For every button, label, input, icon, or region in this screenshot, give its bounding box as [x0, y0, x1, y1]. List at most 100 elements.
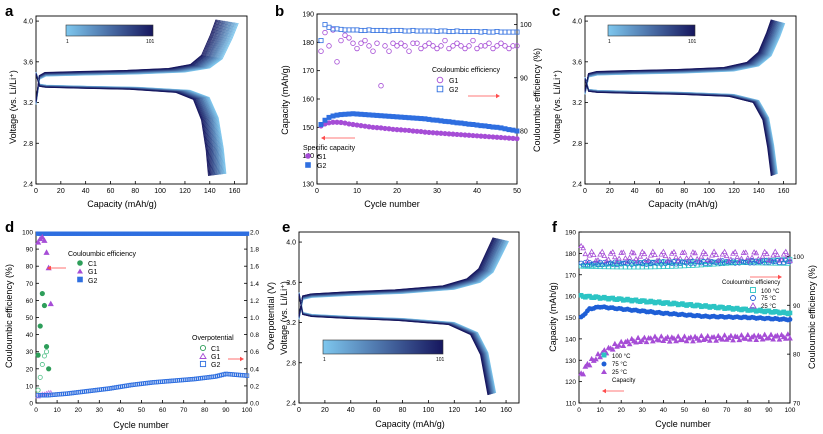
ce-g2-point: [398, 27, 404, 33]
capacity-g2-point: [474, 122, 480, 128]
ce-g1-point: [498, 40, 504, 46]
y-tick-label: 140: [565, 336, 576, 343]
capacity-g2-point: [334, 112, 340, 118]
arrow-left-head-b: [321, 135, 325, 141]
capacity-25-point: [696, 337, 703, 343]
capacity-25-point: [704, 333, 711, 339]
colorbar-c: 1 101: [607, 24, 697, 45]
capacity-g2-point: [462, 121, 468, 127]
ce-25-point: [671, 248, 677, 255]
op-c1-point: [35, 387, 41, 393]
ce-25-point: [698, 253, 705, 259]
ce-g2-point: [370, 27, 376, 33]
ce-g2-point: [470, 29, 476, 35]
colorbar-max-label: 101: [688, 39, 697, 45]
ce-g1-point: [490, 45, 496, 52]
voltage-curve: [298, 237, 495, 317]
ce-c1-point: [39, 290, 45, 297]
ce-25-point: [749, 254, 755, 260]
x-tick-label: 20: [618, 407, 626, 414]
axes-c: 0 20 40 60 80 100 120 140 160 2.4 2.8 3.2 3.6 4.0: [572, 15, 797, 195]
ce-25-point: [630, 250, 637, 256]
ce-25-point: [597, 251, 603, 257]
legend-op-g1-label: G1: [211, 354, 220, 361]
capacity-g2-point: [510, 127, 516, 133]
y-right-tick-label: 0.2: [250, 383, 259, 390]
legend-op-title-d: Overpotential: [192, 335, 234, 342]
ce-25-point: [662, 252, 669, 259]
voltage-curve: [298, 294, 489, 396]
x-tick-label: 100: [154, 188, 166, 195]
x-tick-label: 60: [656, 188, 664, 195]
ce-g1-point: [462, 45, 468, 52]
capacity-g2-point: [362, 112, 368, 118]
ce-g1-point: [466, 43, 472, 49]
x-tick-label: 50: [513, 188, 521, 195]
y-tick-label: 170: [565, 272, 576, 279]
capacity-25-point: [768, 331, 774, 337]
ce-g2-point: [402, 28, 408, 34]
x-axis-label-c: Capacity (mAh/g): [648, 199, 718, 209]
ce-g2-point: [350, 27, 356, 33]
legend-ce-g1-label: G1: [88, 269, 97, 276]
ce-g1-point: [350, 40, 356, 46]
legend-cap-g1-label: G1: [317, 154, 326, 161]
capacity-25-point: [664, 334, 671, 340]
capacity-25-point: [597, 354, 603, 360]
op-c1-point: [37, 374, 43, 380]
ce-g2-point: [342, 27, 348, 33]
y-tick-label: 3.6: [23, 59, 33, 66]
capacity-25-point: [766, 334, 772, 341]
ce-g1-point: [486, 40, 492, 46]
y-tick-label: 2.8: [23, 141, 33, 148]
ce-25-point: [666, 256, 673, 262]
ce-g1-point: [450, 43, 456, 49]
ce-g2-point: [506, 29, 512, 35]
x-tick-label: 40: [117, 407, 125, 414]
y-axis-label-a: Voltage (vs. Li/Li⁺): [8, 70, 18, 144]
ce-g1-point: [370, 48, 376, 54]
ce-100-point: [644, 264, 649, 270]
capacity-25-point: [774, 332, 781, 338]
capacity-25-point: [751, 332, 758, 338]
legend-op-d: Overpotential C1 G1 G2: [192, 335, 244, 369]
capacity-25-point: [641, 334, 648, 340]
capacity-g2-point: [394, 114, 400, 120]
capacity-25-point: [713, 337, 720, 343]
capacity-75-point: [787, 317, 793, 322]
ce-c1-point: [46, 366, 52, 372]
ce-g2-point: [514, 29, 520, 35]
x-tick-label: 30: [639, 407, 647, 414]
ce-25-point: [744, 254, 751, 261]
ce-g2-point: [362, 27, 368, 33]
ce-25-point: [611, 253, 618, 260]
panel-label-f: f: [552, 219, 558, 236]
y-tick-label: 30: [26, 349, 34, 356]
x-axis-label-b: Cycle number: [364, 199, 420, 209]
ce-g1-point: [43, 249, 50, 255]
legend-cap-25-label: 25 °C: [612, 370, 628, 376]
y-tick-label: 2.8: [572, 141, 582, 148]
x-tick-label: 20: [321, 407, 329, 414]
y-tick-label: 2.4: [572, 182, 582, 189]
capacity-g2-point: [458, 120, 464, 126]
capacity-25-point: [683, 338, 690, 344]
x-tick-label: 80: [399, 407, 407, 414]
x-tick-label: 120: [179, 188, 191, 195]
panel-label-e: e: [282, 219, 290, 236]
y-right-tick-label: 0.6: [250, 349, 259, 356]
capacity-25-point: [721, 332, 728, 338]
x-tick-label: 40: [631, 188, 639, 195]
y-tick-label: 0: [29, 401, 33, 408]
legend-ce-25-label: 25 °C: [761, 304, 777, 310]
capacity-25-point: [770, 336, 776, 342]
ce-g1-point: [426, 40, 432, 46]
y-axis-label-d: Couloumbic efficiency (%): [4, 264, 14, 368]
ce-g2-point: [450, 29, 456, 35]
capacity-25-point: [666, 338, 673, 344]
ce-c1-point: [37, 323, 43, 329]
capacity-25-point: [639, 337, 646, 343]
ce-25-point: [601, 252, 608, 259]
ce-25-point: [649, 248, 656, 254]
capacity-g2-point: [494, 124, 500, 130]
